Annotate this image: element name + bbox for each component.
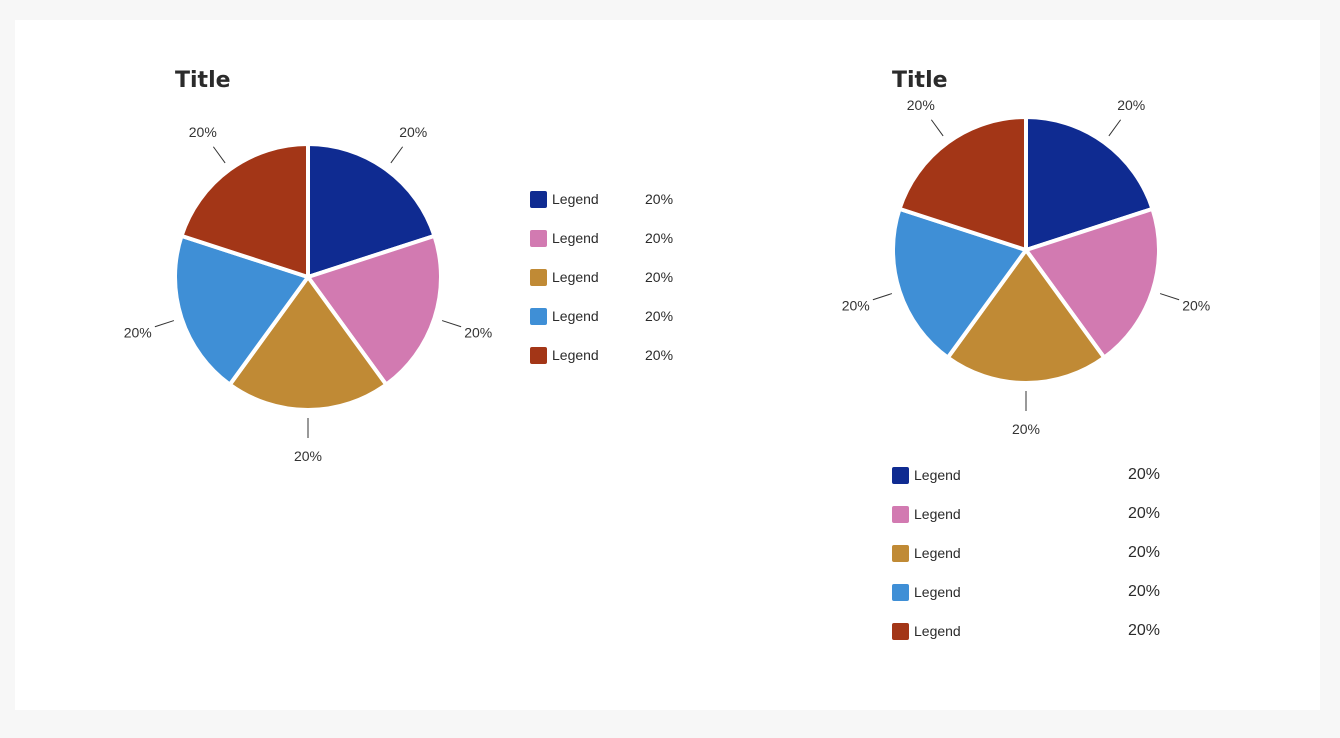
legend-swatch (892, 623, 909, 640)
pie-slice (945, 248, 1107, 386)
pie-slice (179, 142, 310, 279)
slice-label: 20% (464, 324, 492, 340)
legend-value: 20% (645, 347, 674, 363)
slice-label: 20% (907, 97, 935, 113)
pie-slice (1024, 206, 1161, 360)
leader-line (872, 293, 893, 301)
legend-label: Legend (552, 191, 599, 207)
leader-line (212, 146, 226, 164)
slice-label: 20% (294, 448, 322, 464)
leader-line (1159, 293, 1180, 301)
legend-swatch (892, 584, 909, 601)
chart-title-left: Title (175, 68, 231, 93)
legend-swatch (530, 230, 547, 247)
pie-slice (227, 275, 389, 412)
slice-label: 20% (124, 324, 152, 340)
pie-slice (897, 115, 1028, 252)
pie-chart-right: 20% 20% 20% 20% 20% (842, 97, 1211, 437)
leader-line (441, 320, 462, 328)
pie-chart-left: 20% 20% 20% 20% 20% (124, 124, 493, 464)
legend-swatch (530, 191, 547, 208)
leader-line (390, 146, 404, 164)
legend-value: 20% (645, 191, 674, 207)
pie-slice (891, 206, 1028, 360)
legend-label: Legend (914, 623, 961, 639)
leader-line (154, 320, 175, 328)
legend-label: Legend (552, 230, 599, 246)
slice-label: 20% (399, 124, 427, 140)
legend-swatch (530, 269, 547, 286)
leader-line (1108, 119, 1122, 137)
legend-value: 20% (1128, 583, 1161, 600)
slice-label: 20% (1012, 421, 1040, 437)
pie-slice (306, 142, 437, 279)
chart-title-right: Title (892, 68, 948, 93)
legend-value: 20% (645, 308, 674, 324)
slice-label: 20% (842, 297, 870, 313)
legend-label: Legend (914, 506, 961, 522)
legend-swatch (892, 467, 909, 484)
legend-label: Legend (552, 347, 599, 363)
pie-slice (173, 233, 310, 387)
legend-label: Legend (914, 545, 961, 561)
legend-label: Legend (552, 269, 599, 285)
pie-slice (1024, 115, 1155, 252)
slice-label: 20% (1182, 297, 1210, 313)
legend-value: 20% (1128, 544, 1161, 561)
legend-label: Legend (914, 584, 961, 600)
legend-swatch (892, 545, 909, 562)
slice-label: 20% (189, 124, 217, 140)
legend-value: 20% (645, 269, 674, 285)
slice-label: 20% (1117, 97, 1145, 113)
chart-card: Title Title 20% 20% 20% 20% 20% 20% 20% 20% 20%… (15, 20, 1320, 710)
legend-value: 20% (1128, 505, 1161, 522)
legend-label: Legend (914, 467, 961, 483)
pie-slice (306, 233, 443, 387)
legend-value: 20% (1128, 466, 1161, 483)
legend-swatch (530, 347, 547, 364)
legend-swatch (530, 308, 547, 325)
legend-label: Legend (552, 308, 599, 324)
legend-value: 20% (645, 230, 674, 246)
legend-swatch (892, 506, 909, 523)
leader-line (930, 119, 944, 137)
legend-value: 20% (1128, 622, 1161, 639)
